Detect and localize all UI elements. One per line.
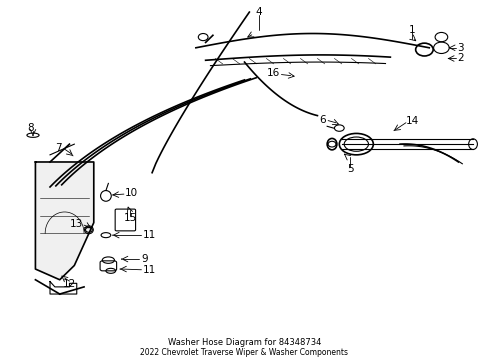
Text: 1: 1 bbox=[408, 25, 415, 35]
Polygon shape bbox=[35, 162, 94, 280]
Text: 14: 14 bbox=[405, 116, 418, 126]
Text: 6: 6 bbox=[318, 115, 325, 125]
Text: 16: 16 bbox=[266, 68, 280, 78]
Text: 9: 9 bbox=[141, 254, 148, 264]
Text: Washer Hose Diagram for 84348734: Washer Hose Diagram for 84348734 bbox=[167, 338, 321, 347]
Text: 7: 7 bbox=[55, 143, 62, 153]
Text: 5: 5 bbox=[346, 164, 353, 174]
Text: 4: 4 bbox=[255, 7, 262, 17]
Text: 15: 15 bbox=[123, 213, 137, 223]
Text: 2022 Chevrolet Traverse Wiper & Washer Components: 2022 Chevrolet Traverse Wiper & Washer C… bbox=[140, 348, 348, 357]
Text: 3: 3 bbox=[457, 43, 463, 53]
Text: 13: 13 bbox=[70, 220, 83, 229]
Text: 8: 8 bbox=[27, 123, 34, 133]
Text: 10: 10 bbox=[125, 188, 138, 198]
Text: 11: 11 bbox=[143, 265, 156, 275]
Text: 12: 12 bbox=[62, 279, 76, 289]
Text: 11: 11 bbox=[143, 230, 156, 240]
Text: 2: 2 bbox=[457, 54, 463, 63]
